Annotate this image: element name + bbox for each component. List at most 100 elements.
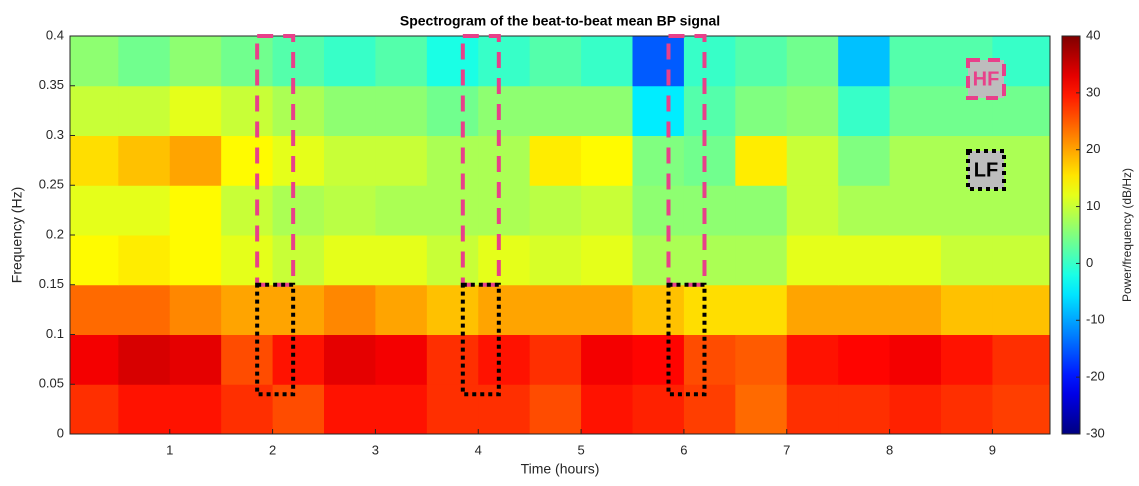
heat-cell — [940, 334, 993, 385]
heat-cell — [272, 85, 325, 136]
heat-cell — [838, 85, 891, 136]
heat-cell — [529, 36, 582, 87]
heat-cell — [221, 135, 274, 186]
heat-cell — [478, 334, 531, 385]
heat-cell — [323, 135, 376, 186]
heat-cell — [70, 135, 119, 186]
colorbar-tick-label: 0 — [1086, 255, 1093, 270]
heat-cell — [426, 36, 479, 87]
x-tick-label: 8 — [886, 442, 893, 457]
heat-cell — [426, 235, 479, 286]
heat-cell — [940, 235, 993, 286]
heat-cell — [323, 36, 376, 87]
heat-cell — [375, 185, 428, 236]
heat-cell — [118, 36, 171, 87]
heat-cell — [478, 284, 531, 335]
hf-window — [666, 34, 707, 287]
heat-cell — [529, 384, 582, 435]
heat-cell — [632, 284, 685, 335]
heat-cell — [169, 85, 222, 136]
heat-cell — [581, 384, 633, 435]
heat-cell — [70, 185, 119, 236]
heat-cell — [272, 235, 325, 286]
heat-cell — [889, 334, 942, 385]
heat-cell — [838, 334, 891, 385]
heat-cell — [221, 235, 274, 286]
heat-cell — [272, 284, 325, 335]
heat-cell — [70, 36, 119, 87]
y-tick-label: 0.05 — [39, 376, 64, 391]
y-tick-label: 0.1 — [46, 326, 64, 341]
colorbar-tick-label: -30 — [1086, 425, 1105, 440]
heat-cell — [426, 284, 479, 335]
heat-cell — [992, 185, 1051, 236]
heat-cell — [632, 235, 685, 286]
lf-window — [666, 282, 707, 397]
heat-cell — [889, 85, 942, 136]
heat-cell — [992, 284, 1051, 335]
heat-cell — [118, 384, 171, 435]
heat-cell — [581, 36, 633, 87]
heat-cell — [118, 85, 171, 136]
heat-cell — [375, 85, 428, 136]
heat-cell — [581, 85, 633, 136]
heat-cell — [786, 384, 839, 435]
heat-cell — [735, 284, 788, 335]
heat-cell — [478, 185, 531, 236]
lf-window — [255, 282, 296, 397]
heat-cell — [478, 384, 531, 435]
heat-cell — [838, 135, 891, 186]
heat-cell — [632, 334, 685, 385]
heat-cell — [735, 135, 788, 186]
heat-cell — [272, 185, 325, 236]
heat-cell — [169, 135, 222, 186]
heat-cell — [426, 135, 479, 186]
heat-cell — [169, 185, 222, 236]
heat-cell — [581, 135, 633, 186]
colorbar-tick-label: 40 — [1086, 27, 1100, 42]
heat-cell — [683, 384, 736, 435]
x-tick-label: 4 — [475, 442, 482, 457]
heat-cell — [375, 334, 428, 385]
heat-cell — [426, 185, 479, 236]
heat-cell — [683, 235, 736, 286]
heat-cell — [478, 135, 531, 186]
heat-cell — [632, 185, 685, 236]
hf-key-label: HF — [973, 68, 1000, 90]
colorbar — [1061, 35, 1081, 435]
heat-cell — [992, 235, 1051, 286]
heat-cell — [375, 135, 428, 186]
heat-cell — [889, 284, 942, 335]
y-tick-label: 0.3 — [46, 127, 64, 142]
heat-cell — [529, 334, 582, 385]
heat-cell — [70, 284, 119, 335]
lf-window — [460, 282, 501, 397]
heat-cell — [118, 185, 171, 236]
heat-cell — [683, 334, 736, 385]
heat-cell — [323, 185, 376, 236]
colorbar-tick-label: 20 — [1086, 141, 1100, 156]
heat-cell — [169, 334, 222, 385]
heat-cell — [632, 384, 685, 435]
heat-cell — [735, 85, 788, 136]
heat-cell — [70, 235, 119, 286]
heat-cell — [786, 334, 839, 385]
heat-cell — [889, 235, 942, 286]
heat-cell — [735, 235, 788, 286]
chart-title: Spectrogram of the beat-to-beat mean BP … — [400, 13, 720, 29]
heat-cell — [221, 334, 274, 385]
hf-key — [966, 58, 1006, 100]
heat-cell — [426, 384, 479, 435]
heat-cell — [786, 36, 839, 87]
lf-key-label: LF — [974, 159, 998, 181]
colorbar-tick-label: -20 — [1086, 369, 1105, 384]
heat-cell — [221, 85, 274, 136]
heat-cell — [529, 284, 582, 335]
heat-cell — [118, 334, 171, 385]
heat-cell — [375, 36, 428, 87]
y-tick-label: 0.4 — [46, 27, 64, 42]
heat-cell — [169, 384, 222, 435]
heat-cell — [786, 235, 839, 286]
heat-cell — [118, 235, 171, 286]
heat-cell — [838, 185, 891, 236]
